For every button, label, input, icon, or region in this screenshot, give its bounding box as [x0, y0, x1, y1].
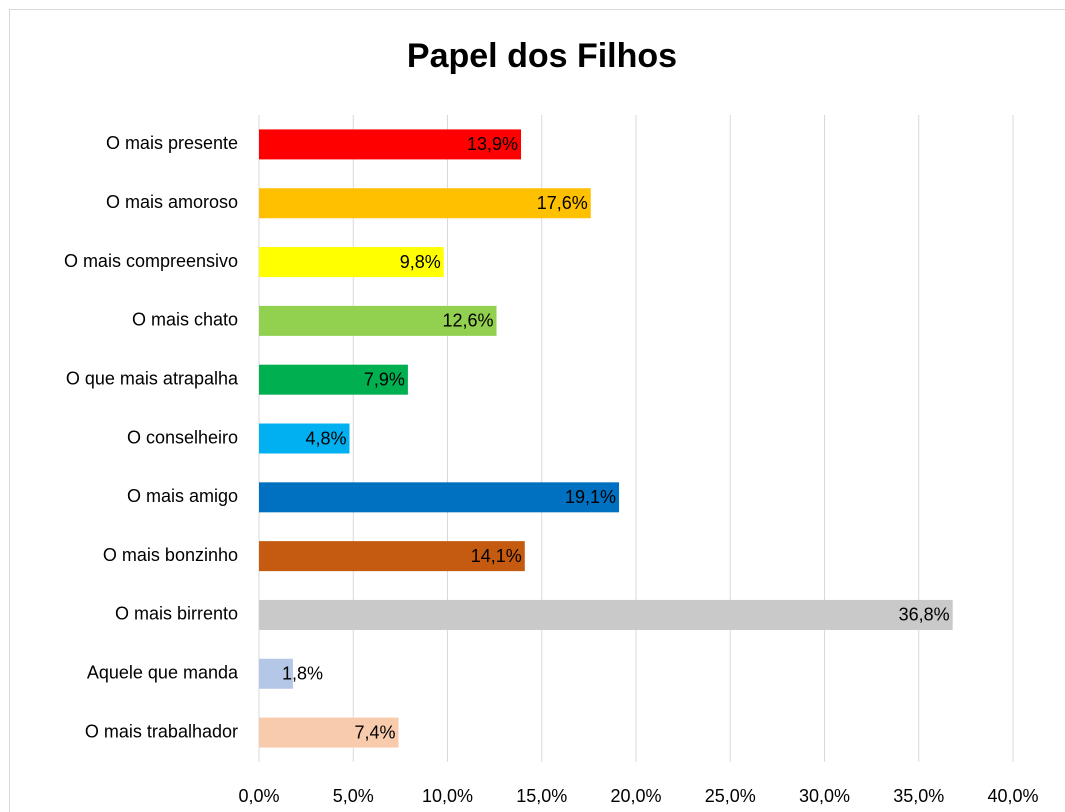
x-tick-label: 25,0%	[705, 786, 756, 806]
y-tick-label: Aquele que manda	[87, 663, 239, 683]
chart-border	[9, 9, 1065, 812]
chart-title: Papel dos Filhos	[407, 37, 677, 75]
data-label: 13,9%	[467, 134, 518, 154]
data-label: 9,8%	[400, 252, 441, 272]
x-tick-label: 5,0%	[333, 786, 374, 806]
y-tick-label: O mais amigo	[127, 486, 238, 506]
bar	[259, 129, 522, 160]
x-tick-label: 0,0%	[238, 786, 279, 806]
y-tick-label: O mais trabalhador	[85, 721, 238, 741]
y-tick-label: O mais compreensivo	[64, 251, 238, 271]
y-tick-label: O que mais atrapalha	[66, 368, 239, 388]
x-tick-label: 15,0%	[516, 786, 567, 806]
y-tick-label: O mais bonzinho	[103, 545, 238, 565]
y-tick-label: O conselheiro	[127, 427, 238, 447]
x-tick-label: 10,0%	[422, 786, 473, 806]
bar	[259, 717, 399, 748]
data-label: 14,1%	[471, 546, 522, 566]
x-tick-label: 35,0%	[893, 786, 944, 806]
data-label: 19,1%	[565, 487, 616, 507]
bar	[259, 247, 444, 278]
data-label: 36,8%	[899, 605, 950, 625]
bar	[259, 541, 525, 572]
y-tick-label: O mais chato	[132, 310, 238, 330]
bar	[259, 305, 497, 336]
x-tick-label: 30,0%	[799, 786, 850, 806]
y-tick-label: O mais birrento	[115, 604, 238, 624]
x-tick-label: 20,0%	[610, 786, 661, 806]
data-label: 7,9%	[364, 369, 405, 389]
data-label: 7,4%	[354, 722, 395, 742]
y-tick-label: O mais presente	[106, 133, 238, 153]
data-label: 4,8%	[305, 428, 346, 448]
x-tick-label: 40,0%	[987, 786, 1038, 806]
bar	[259, 658, 293, 689]
y-tick-label: O mais amoroso	[106, 192, 238, 212]
bar	[259, 423, 350, 454]
bar	[259, 599, 953, 630]
data-label: 12,6%	[442, 311, 493, 331]
bar	[259, 364, 408, 395]
data-label: 1,8%	[282, 664, 323, 684]
bar	[259, 188, 591, 219]
data-label: 17,6%	[537, 193, 588, 213]
bar	[259, 482, 620, 513]
